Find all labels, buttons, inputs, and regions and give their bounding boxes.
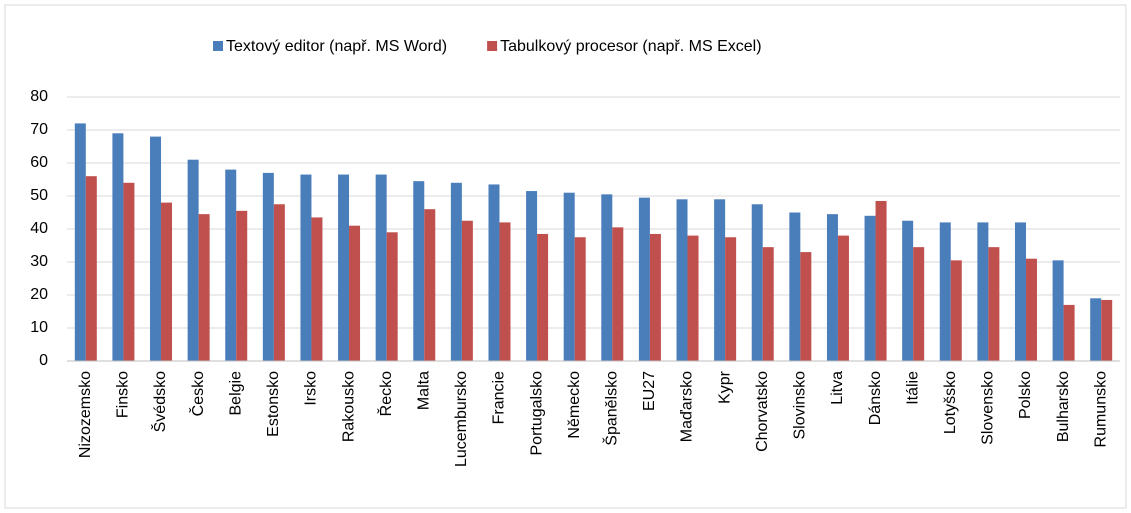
- bar: [601, 194, 613, 361]
- bar: [1063, 304, 1075, 361]
- x-tick-label: Lotyšsko: [942, 371, 959, 434]
- y-tick-label: 20: [30, 286, 48, 303]
- bar: [488, 184, 500, 361]
- bar: [1025, 258, 1037, 361]
- bar: [751, 204, 763, 361]
- x-tick-label: Rakousko: [340, 371, 357, 442]
- y-tick-label: 40: [30, 220, 48, 237]
- x-tick-label: Německo: [566, 371, 583, 439]
- legend-swatch: [213, 41, 223, 51]
- bar: [499, 222, 511, 361]
- bar: [262, 172, 274, 361]
- bar: [424, 209, 436, 361]
- x-tick-label: Slovinsko: [792, 371, 809, 440]
- bar: [789, 212, 801, 361]
- x-tick-label: Irsko: [303, 371, 320, 406]
- bar: [837, 235, 849, 361]
- x-tick-label: Litva: [829, 371, 846, 405]
- y-tick-label: 0: [39, 352, 48, 369]
- bar: [913, 247, 925, 361]
- x-tick-label: Portugalsko: [528, 371, 545, 456]
- bar: [612, 227, 624, 361]
- bar: [413, 181, 425, 361]
- bar: [537, 233, 549, 361]
- x-tick-label: Francie: [491, 371, 508, 424]
- x-tick-label: Polsko: [1017, 371, 1034, 419]
- x-tick-label: Rumunsko: [1092, 371, 1109, 448]
- bar: [526, 191, 538, 361]
- bar: [714, 199, 726, 361]
- bar: [902, 220, 914, 361]
- x-tick-label: Nizozemsko: [77, 371, 94, 458]
- bar: [1052, 260, 1064, 361]
- x-tick-label: Belgie: [227, 371, 244, 416]
- bar: [150, 136, 162, 361]
- y-tick-label: 70: [30, 121, 48, 138]
- x-tick-label: Finsko: [115, 371, 132, 418]
- bar: [676, 199, 688, 361]
- bar: [300, 174, 312, 361]
- bar: [112, 133, 124, 361]
- bar: [85, 176, 97, 361]
- bar: [762, 247, 774, 361]
- x-tick-label: Dánsko: [867, 371, 884, 425]
- bar: [273, 204, 285, 361]
- bar: [725, 237, 737, 361]
- x-tick-label: Česko: [188, 371, 207, 416]
- x-tick-label: Chorvatsko: [754, 371, 771, 452]
- bar: [977, 222, 989, 361]
- bar: [826, 214, 838, 361]
- x-tick-label: Kypr: [716, 370, 733, 404]
- x-tick-label: Maďarsko: [679, 371, 696, 442]
- bar: [198, 214, 210, 361]
- legend-label: Tabulkový procesor (např. MS Excel): [500, 38, 761, 55]
- bar: [1101, 299, 1113, 361]
- bar: [800, 252, 812, 361]
- x-tick-label: Malta: [415, 371, 432, 410]
- legend-label: Textový editor (např. MS Word): [226, 38, 447, 55]
- bar: [311, 217, 323, 361]
- x-tick-label: Itálie: [904, 371, 921, 405]
- y-tick-label: 10: [30, 319, 48, 336]
- bar: [574, 237, 586, 361]
- x-tick-label: Řecko: [376, 371, 395, 416]
- bar: [349, 225, 361, 361]
- x-tick-label: Španělsko: [602, 371, 621, 446]
- bar: [450, 182, 462, 361]
- x-tick-label: EU27: [641, 371, 658, 411]
- bar: [187, 159, 199, 361]
- bar: [386, 232, 398, 361]
- bar: [236, 210, 248, 361]
- y-tick-label: 60: [30, 154, 48, 171]
- bar: [1014, 222, 1026, 361]
- bar: [638, 197, 650, 361]
- x-tick-label: Lucembursko: [453, 371, 470, 467]
- bar: [225, 169, 237, 361]
- legend-swatch: [487, 41, 498, 51]
- y-tick-label: 30: [30, 253, 48, 270]
- bar: [563, 192, 575, 361]
- bar: [461, 220, 473, 361]
- x-tick-label: Švédsko: [150, 371, 169, 432]
- y-tick-label: 80: [30, 88, 48, 105]
- bar: [950, 260, 962, 361]
- bar: [123, 182, 135, 361]
- y-tick-label: 50: [30, 187, 48, 204]
- x-tick-label: Estonsko: [265, 371, 282, 437]
- bar: [875, 200, 887, 361]
- bar: [338, 174, 350, 361]
- x-tick-label: Slovensko: [980, 371, 997, 445]
- bar: [1090, 298, 1102, 361]
- bar: [864, 215, 876, 361]
- bar: [939, 222, 951, 361]
- bar: [988, 247, 1000, 361]
- bar: [687, 235, 699, 361]
- bar: [375, 174, 387, 361]
- bar: [161, 202, 173, 361]
- bar: [649, 233, 661, 361]
- bar: [74, 123, 86, 362]
- x-tick-label: Bulharsko: [1055, 371, 1072, 442]
